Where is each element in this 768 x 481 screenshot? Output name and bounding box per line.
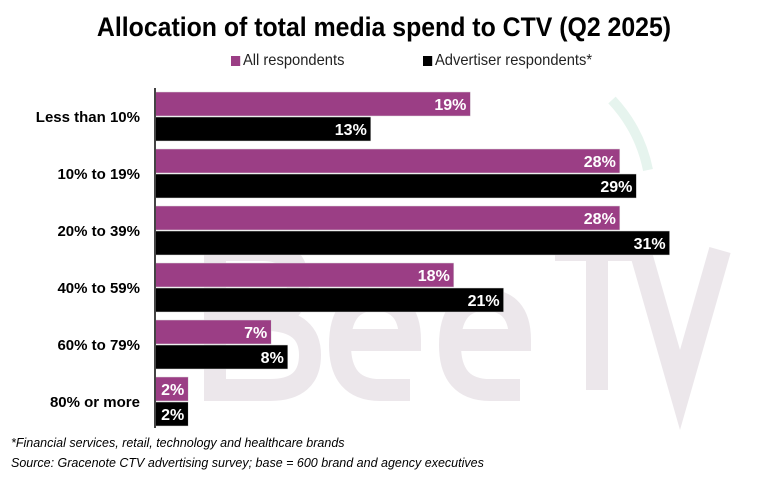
data-label: 2% [161, 382, 184, 399]
bar-advertiser [154, 287, 504, 313]
watermark-leaf [608, 96, 653, 172]
bar-all [154, 376, 189, 402]
data-label: 7% [244, 325, 267, 342]
legend-swatch [231, 56, 241, 66]
bar-all [154, 148, 621, 174]
category-label: 10% to 19% [57, 166, 140, 183]
category-label: 80% or more [50, 394, 140, 411]
data-label: 28% [584, 154, 616, 171]
data-label: 18% [418, 268, 450, 285]
legend-swatch [423, 56, 433, 66]
data-label: 29% [600, 179, 632, 196]
data-label: 13% [335, 122, 367, 139]
category-label: Less than 10% [36, 109, 140, 126]
bar-all [154, 319, 272, 345]
bar-advertiser [154, 230, 670, 256]
bar-advertiser [154, 401, 189, 427]
legend-item-advertiser: Advertiser respondents* [423, 52, 592, 70]
chart-title: Allocation of total media spend to CTV (… [96, 12, 672, 42]
bar-advertiser [154, 173, 637, 199]
data-label: 2% [161, 407, 184, 424]
bar-all [154, 262, 455, 288]
bar-all [154, 91, 471, 117]
data-label: 28% [584, 211, 616, 228]
legend-label: Advertiser respondents* [434, 52, 593, 69]
source-note: Source: Gracenote CTV advertising survey… [11, 456, 484, 470]
legend-label: All respondents [242, 52, 345, 69]
data-label: 21% [468, 293, 500, 310]
category-label: 60% to 79% [57, 337, 140, 354]
data-label: 8% [261, 350, 284, 367]
data-label: 31% [634, 236, 666, 253]
footnote: *Financial services, retail, technology … [11, 436, 345, 450]
bar-advertiser [154, 344, 289, 370]
data-label: 19% [434, 97, 466, 114]
category-label: 40% to 59% [57, 280, 140, 297]
bar-all [154, 205, 621, 231]
legend-item-all: All respondents [231, 52, 344, 70]
category-label: 20% to 39% [57, 223, 140, 240]
